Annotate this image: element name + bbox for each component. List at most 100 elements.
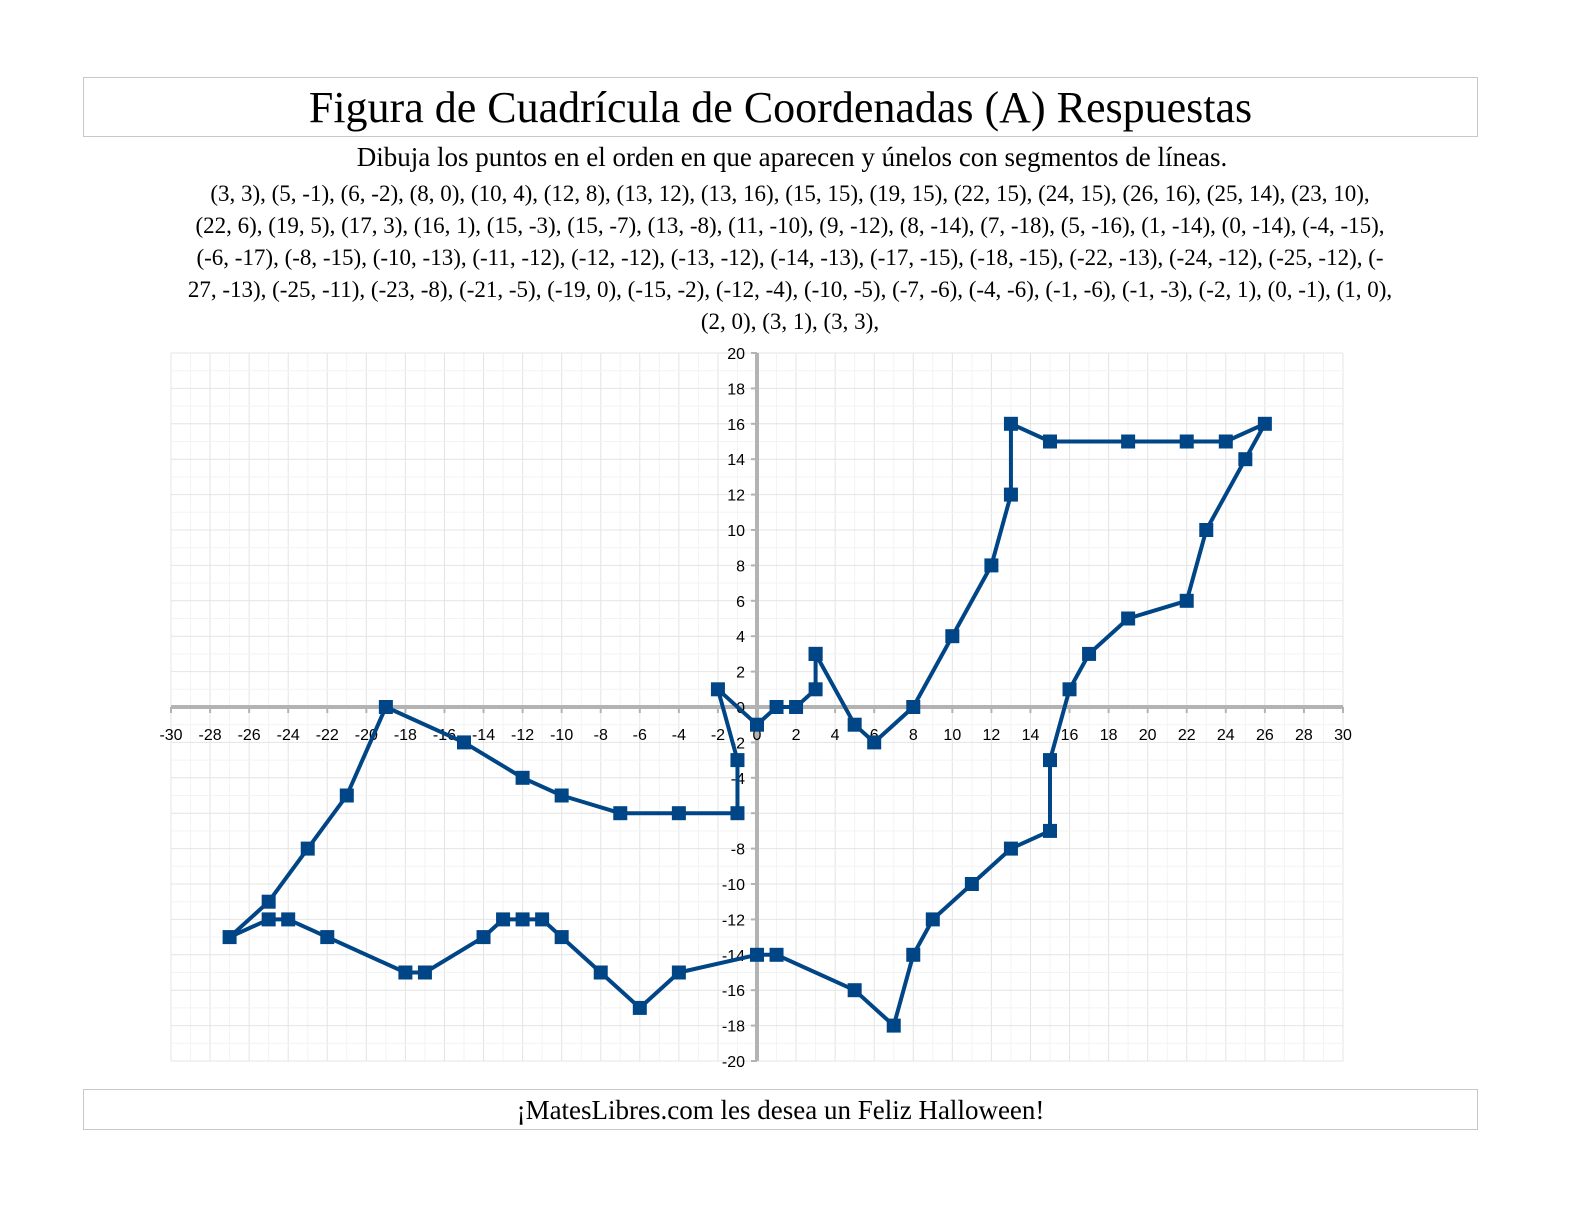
data-point-marker (1082, 646, 1097, 661)
data-point-marker (1003, 487, 1018, 502)
data-point-marker (1238, 452, 1253, 467)
data-point-marker (300, 841, 315, 856)
data-point-marker (554, 788, 569, 803)
x-tick-label: -22 (316, 727, 339, 744)
x-tick-label: 2 (792, 727, 801, 744)
data-point-marker (378, 700, 393, 714)
x-tick-label: 26 (1256, 727, 1274, 744)
y-tick-label: 18 (727, 381, 745, 398)
data-point-marker (945, 629, 960, 644)
x-tick-label: 0 (753, 727, 762, 744)
data-point-marker (769, 700, 784, 714)
data-point-marker (808, 646, 823, 661)
data-point-marker (457, 735, 471, 750)
coordinate-line: (2, 0), (3, 1), (3, 3), (700, 309, 880, 334)
data-point-marker (496, 912, 511, 927)
data-point-marker (1043, 823, 1057, 838)
y-tick-label: 14 (727, 452, 745, 469)
data-point-marker (730, 806, 745, 821)
data-point-marker (789, 700, 804, 714)
x-tick-label: -14 (472, 727, 495, 744)
data-point-marker (1043, 753, 1057, 768)
y-tick-label: -12 (722, 912, 745, 929)
y-tick-label: -10 (722, 877, 745, 894)
x-tick-label: 4 (831, 727, 840, 744)
data-point-marker (964, 877, 979, 891)
x-tick-label: -4 (672, 727, 686, 744)
x-tick-label: -28 (199, 727, 222, 744)
coordinate-list: (3, 3), (5, -1), (6, -2), (8, 0), (10, 4… (80, 178, 1500, 338)
data-point-marker (261, 912, 276, 927)
data-point-marker (730, 753, 745, 768)
x-tick-label: 8 (909, 727, 918, 744)
data-point-marker (1257, 416, 1272, 431)
data-point-marker (886, 1018, 901, 1033)
coordinate-line: (22, 6), (19, 5), (17, 3), (16, 1), (15,… (195, 213, 1385, 238)
data-point-marker (417, 965, 432, 980)
data-point-marker (847, 717, 862, 732)
coordinate-line: (3, 3), (5, -1), (6, -2), (8, 0), (10, 4… (210, 181, 1370, 206)
y-tick-label: 20 (727, 346, 745, 363)
x-tick-label: 16 (1061, 727, 1079, 744)
x-tick-label: -26 (238, 727, 261, 744)
x-tick-label: 14 (1022, 727, 1040, 744)
data-point-marker (769, 947, 784, 962)
figure-line (227, 421, 1267, 1028)
data-point-marker (554, 930, 569, 945)
data-point-marker (1179, 434, 1194, 449)
data-point-marker (906, 947, 921, 962)
data-point-marker (1179, 593, 1194, 608)
data-point-marker (222, 930, 237, 945)
y-tick-label: 16 (727, 417, 745, 434)
y-tick-label: -18 (722, 1019, 745, 1036)
data-point-marker (339, 788, 354, 803)
x-tick-label: -18 (394, 727, 417, 744)
y-tick-label: 8 (736, 558, 745, 575)
data-point-marker (671, 806, 686, 821)
data-point-marker (1043, 434, 1057, 449)
data-point-marker (925, 912, 940, 927)
data-point-marker (808, 682, 823, 697)
y-tick-label: -16 (722, 983, 745, 1000)
x-tick-label: 10 (943, 727, 961, 744)
data-point-marker (750, 947, 764, 962)
data-point-marker (984, 558, 999, 573)
data-point-marker (847, 983, 862, 998)
y-tick-label: -20 (722, 1054, 745, 1071)
x-tick-label: -12 (511, 727, 534, 744)
data-point-marker (593, 965, 608, 980)
x-tick-label: 12 (983, 727, 1001, 744)
x-tick-label: 22 (1178, 727, 1196, 744)
x-tick-label: 28 (1295, 727, 1313, 744)
x-tick-label: -30 (159, 727, 182, 744)
data-point-marker (535, 912, 550, 927)
x-tick-label: 30 (1334, 727, 1352, 744)
y-tick-label: 2 (736, 665, 745, 682)
data-point-marker (671, 965, 686, 980)
data-point-marker (710, 682, 725, 697)
x-tick-label: 18 (1100, 727, 1118, 744)
data-point-marker (906, 700, 921, 714)
data-point-marker (1062, 682, 1077, 697)
x-tick-label: -2 (711, 727, 725, 744)
data-point-marker (515, 912, 530, 927)
x-tick-label: -24 (277, 727, 300, 744)
data-point-marker (1003, 841, 1018, 856)
x-tick-label: -6 (633, 727, 647, 744)
x-tick-label: 24 (1217, 727, 1235, 744)
y-tick-label: 4 (736, 629, 745, 646)
data-point-marker (1121, 611, 1136, 626)
y-tick-label: 6 (736, 594, 745, 611)
data-point-marker (1121, 434, 1136, 449)
data-point-marker (515, 770, 530, 785)
coordinate-line: (-6, -17), (-8, -15), (-10, -13), (-11, … (196, 245, 1384, 270)
data-point-marker (281, 912, 296, 927)
coordinate-line: 27, -13), (-25, -11), (-23, -8), (-21, -… (187, 277, 1393, 302)
data-point-marker (867, 735, 882, 750)
page-title: Figura de Cuadrícula de Coordenadas (A) … (83, 77, 1478, 137)
data-point-marker (613, 806, 628, 821)
y-tick-label: -8 (731, 842, 745, 859)
data-point-marker (320, 930, 335, 945)
y-tick-label: 12 (727, 488, 745, 505)
